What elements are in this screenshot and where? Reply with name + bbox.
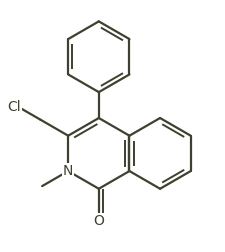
Text: N: N xyxy=(63,164,73,178)
Text: O: O xyxy=(93,214,104,228)
Text: Cl: Cl xyxy=(7,100,21,113)
